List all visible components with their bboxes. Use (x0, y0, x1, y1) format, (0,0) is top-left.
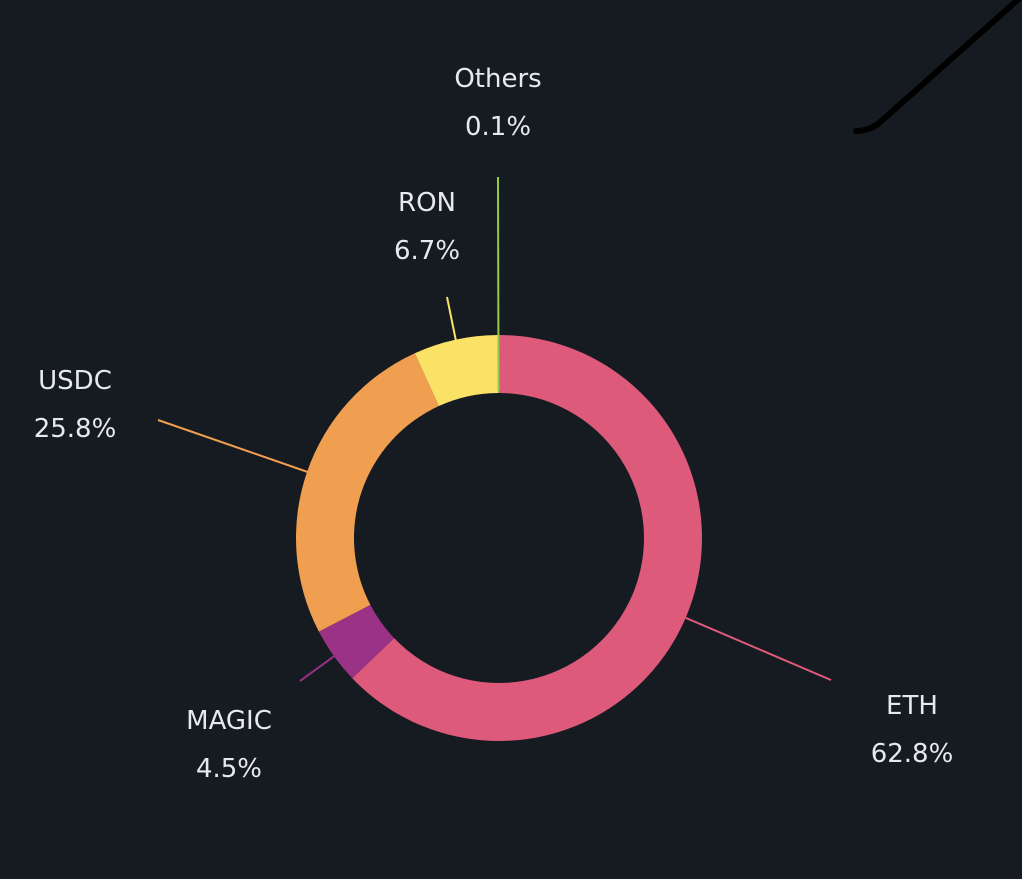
magic-name-label: MAGIC (186, 706, 272, 736)
slice-magic (318, 604, 395, 679)
magic-percent-label: 4.5% (195, 754, 263, 784)
eth-percent-label: 62.8% (870, 739, 954, 769)
ron-name-label: RON (398, 188, 456, 218)
slice-label-usdc: USDC 25.8% (34, 357, 117, 453)
leader-line-eth (659, 605, 832, 681)
slice-label-eth: ETH 62.8% (871, 682, 954, 778)
ron-percent-label: 6.7% (393, 236, 461, 266)
usdc-percent-label: 25.8% (33, 414, 117, 444)
slice-label-others: Others 0.1% (454, 55, 541, 151)
eth-name-label: ETH (886, 691, 938, 721)
slice-label-magic: MAGIC 4.5% (186, 697, 272, 793)
slice-eth (352, 335, 702, 741)
leader-line-others (497, 176, 500, 392)
slice-usdc (295, 353, 439, 632)
leader-line-usdc (157, 419, 334, 482)
others-name-label: Others (454, 64, 542, 94)
slice-label-ron: RON 6.7% (394, 179, 460, 275)
decorative-corner-stroke (853, 0, 1022, 134)
usdc-name-label: USDC (38, 366, 112, 396)
others-percent-label: 0.1% (464, 112, 532, 142)
leader-line-magic (299, 639, 358, 682)
slice-ron (414, 335, 499, 407)
leader-line-ron (446, 296, 463, 368)
